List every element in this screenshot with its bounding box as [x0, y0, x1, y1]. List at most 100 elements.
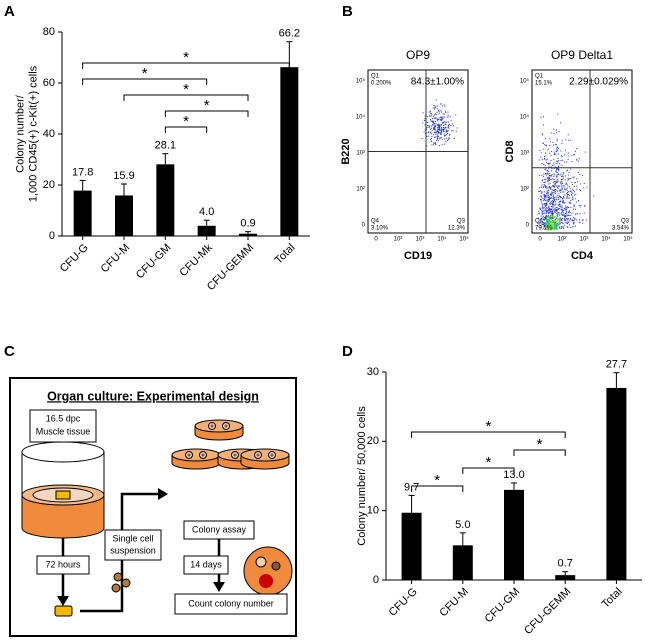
event-dot: [565, 205, 567, 207]
event-dot: [439, 127, 441, 129]
tissue-label: Muscle tissue: [36, 426, 91, 436]
event-dot: [573, 220, 575, 222]
event-dot: [553, 198, 555, 200]
event-dot: [563, 227, 565, 229]
event-dot: [448, 128, 450, 130]
significance-bracket: [82, 78, 208, 85]
event-dot: [547, 216, 549, 219]
event-dot: [562, 209, 564, 211]
event-dot: [437, 140, 439, 142]
event-dot: [545, 218, 547, 220]
event-dot: [424, 124, 426, 126]
event-dot: [549, 219, 552, 221]
event-dot: [550, 187, 552, 189]
value-label: 15.9: [113, 170, 134, 182]
cells: [111, 572, 131, 593]
event-dot: [571, 212, 573, 214]
event-dot: [429, 114, 431, 116]
event-dot: [446, 134, 448, 136]
event-dot: [429, 132, 431, 134]
event-dot: [545, 181, 547, 183]
event-dot: [551, 194, 553, 196]
assay-label: Colony assay: [192, 524, 247, 534]
event-dot: [551, 170, 553, 172]
quadrant-percent: 3.10%: [371, 226, 389, 232]
event-dot: [551, 209, 553, 211]
event-dot: [567, 226, 569, 228]
event-dot: [567, 206, 569, 208]
event-dot: [548, 201, 550, 203]
event-dot: [552, 211, 554, 213]
event-dot: [549, 226, 552, 229]
event-dot: [437, 128, 439, 130]
event-dot: [541, 211, 543, 213]
event-dot: [435, 99, 437, 101]
event-dot: [436, 138, 438, 140]
event-dot: [429, 128, 431, 130]
event-dot: [542, 227, 544, 229]
event-dot: [555, 129, 557, 131]
x-tick-label: Total: [600, 586, 625, 611]
y-axis-label: Colony number/ 50,000 cells: [356, 406, 368, 546]
event-dot: [546, 227, 548, 230]
x-tick-label: CFU-G: [58, 242, 91, 275]
event-dot: [548, 226, 551, 229]
event-dot: [442, 121, 444, 123]
value-label: 28.1: [155, 140, 176, 152]
event-dot: [539, 207, 541, 209]
event-dot: [433, 127, 435, 129]
event-dot: [551, 200, 553, 202]
event-dot: [538, 159, 540, 161]
event-dot: [550, 195, 552, 197]
event-dot: [438, 110, 440, 112]
dish-top: [240, 448, 290, 462]
event-dot: [541, 214, 543, 216]
event-dot: [563, 196, 565, 198]
event-dot: [546, 188, 548, 190]
event-dot: [556, 185, 558, 187]
event-dot: [554, 180, 556, 182]
event-dot: [547, 178, 549, 180]
event-dot: [558, 169, 560, 171]
event-dot: [579, 213, 581, 215]
event-dot: [579, 188, 581, 190]
event-dot: [434, 121, 436, 123]
event-dot: [551, 216, 554, 218]
event-dot: [435, 142, 437, 144]
event-dot: [546, 220, 548, 222]
event-dot: [549, 197, 551, 199]
event-dot: [573, 204, 575, 206]
event-dot: [558, 226, 560, 228]
event-dot: [435, 144, 437, 146]
event-dot: [568, 218, 570, 220]
event-dot: [445, 124, 447, 126]
gate-label: 84.3±1.00%: [411, 77, 464, 88]
event-dot: [555, 218, 557, 220]
event-dot: [571, 183, 573, 185]
event-dot: [441, 138, 443, 140]
event-dot: [542, 181, 544, 183]
bar: [156, 164, 175, 236]
event-dot: [566, 193, 568, 195]
event-dot: [545, 209, 547, 211]
event-dot: [550, 186, 552, 188]
event-dot: [541, 210, 543, 212]
event-dot: [572, 189, 574, 191]
event-dot: [553, 158, 555, 160]
event-dot: [543, 197, 545, 199]
event-dot: [442, 129, 444, 131]
bar: [401, 512, 422, 580]
event-dot: [537, 217, 539, 219]
event-dot: [552, 216, 555, 218]
event-dot: [431, 136, 433, 138]
event-dot: [551, 191, 553, 193]
event-dot: [444, 127, 446, 129]
event-dot: [557, 180, 559, 182]
event-dot: [552, 218, 554, 220]
event-dot: [553, 194, 555, 196]
event-dot: [560, 191, 562, 193]
event-dot: [572, 208, 574, 210]
event-dot: [578, 200, 580, 202]
event-dot: [564, 208, 566, 210]
event-dot: [548, 212, 550, 214]
